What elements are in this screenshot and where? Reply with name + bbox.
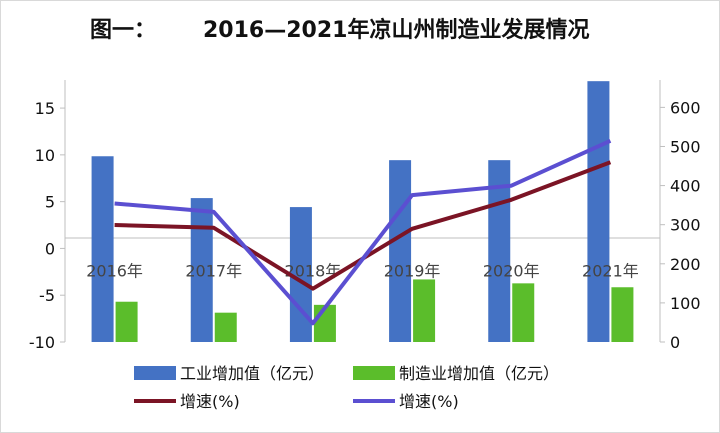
bar-manufacturing-3 bbox=[413, 279, 436, 342]
left-tick-label: -5 bbox=[39, 286, 55, 305]
legend-label-growth-purple: 增速(%) bbox=[399, 392, 459, 411]
legend-swatch-industry bbox=[134, 366, 176, 380]
legend-label-industry: 工业增加值（亿元） bbox=[180, 364, 324, 383]
left-tick-label: -10 bbox=[29, 333, 55, 352]
bar-manufacturing-4 bbox=[512, 283, 535, 342]
left-tick-label: 5 bbox=[45, 193, 55, 212]
bar-industry-1 bbox=[190, 198, 213, 342]
chart-title: 2016—2021年凉山州制造业发展情况 bbox=[203, 17, 589, 43]
legend-label-manufacturing: 制造业增加值（亿元） bbox=[399, 364, 559, 383]
right-tick-label: 300 bbox=[670, 216, 701, 235]
right-tick-label: 500 bbox=[670, 137, 701, 156]
category-label: 2021年 bbox=[582, 261, 639, 280]
bar-manufacturing-0 bbox=[115, 301, 138, 342]
line-growth-purple bbox=[114, 138, 612, 326]
category-label: 2017年 bbox=[185, 261, 242, 280]
chart-title-prefix: 图一： bbox=[90, 18, 156, 43]
legend-swatch-manufacturing bbox=[353, 366, 395, 380]
bar-industry-0 bbox=[91, 156, 114, 342]
left-tick-label: 15 bbox=[35, 99, 55, 118]
category-label: 2020年 bbox=[483, 261, 540, 280]
legend-label-growth-red: 增速(%) bbox=[180, 392, 240, 411]
right-tick-label: 400 bbox=[670, 177, 701, 196]
right-tick-label: 600 bbox=[670, 98, 701, 117]
category-label: 2016年 bbox=[86, 261, 143, 280]
right-axis-ticks: 0 100 200 300 400 500 600 bbox=[660, 98, 701, 352]
left-axis-ticks: -10 -5 0 5 10 15 bbox=[29, 99, 65, 352]
left-tick-label: 0 bbox=[45, 239, 55, 258]
bar-industry-2 bbox=[289, 207, 312, 342]
right-tick-label: 0 bbox=[670, 333, 680, 352]
right-tick-label: 100 bbox=[670, 294, 701, 313]
category-labels: 2016年 2017年 2018年 2019年 2020年 2021年 bbox=[86, 261, 639, 280]
right-tick-label: 200 bbox=[670, 255, 701, 274]
bar-industry-3 bbox=[389, 160, 412, 342]
bar-industry-5 bbox=[587, 81, 610, 343]
left-tick-label: 10 bbox=[35, 146, 55, 165]
category-label: 2018年 bbox=[285, 261, 342, 280]
legend: 工业增加值（亿元） 制造业增加值（亿元） 增速(%) 增速(%) bbox=[134, 364, 559, 411]
bar-manufacturing-1 bbox=[214, 312, 237, 342]
category-label: 2019年 bbox=[384, 261, 441, 280]
line-series bbox=[114, 138, 612, 326]
bar-manufacturing-5 bbox=[611, 287, 634, 342]
